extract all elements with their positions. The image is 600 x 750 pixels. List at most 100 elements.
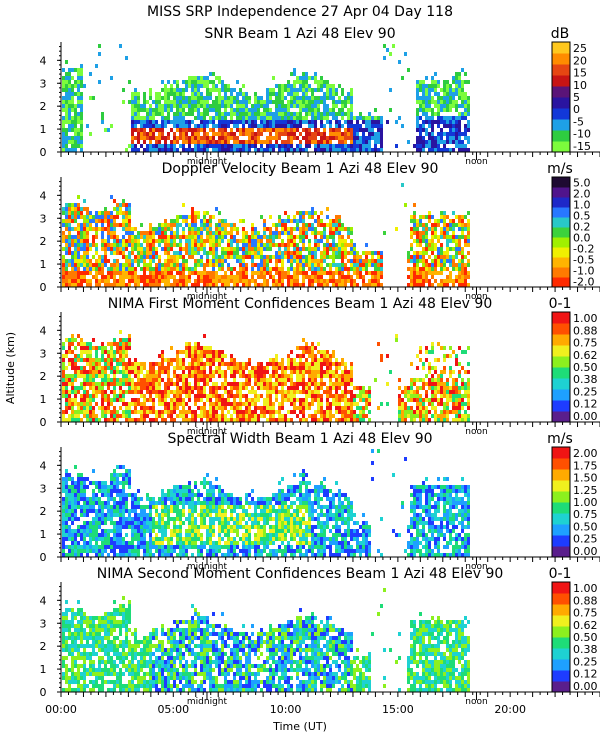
heatmap-cell (212, 140, 215, 144)
heatmap-cell (437, 100, 440, 104)
heatmap-cell (104, 247, 107, 251)
heatmap-cell (212, 406, 215, 410)
heatmap-cell (368, 120, 371, 124)
heatmap-cell (65, 386, 68, 390)
heatmap-cell (146, 124, 149, 128)
heatmap-cell (215, 275, 218, 279)
heatmap-cell (209, 358, 212, 362)
heatmap-cell (185, 84, 188, 88)
heatmap-cell (266, 239, 269, 243)
heatmap-cell (80, 346, 83, 350)
heatmap-cell (434, 100, 437, 104)
heatmap-cell (89, 382, 92, 386)
heatmap-cell (182, 390, 185, 394)
heatmap-cell (416, 219, 419, 223)
heatmap-cell (191, 283, 194, 287)
colorbar-label: 0 (573, 103, 580, 116)
heatmap-cell (83, 223, 86, 227)
heatmap-cell (224, 219, 227, 223)
heatmap-cell (71, 386, 74, 390)
heatmap-cell (428, 144, 431, 148)
heatmap-cell (464, 215, 467, 219)
heatmap-cell (257, 370, 260, 374)
heatmap-cell (365, 271, 368, 275)
heatmap-cell (224, 398, 227, 402)
heatmap-cell (71, 128, 74, 132)
heatmap-cell (101, 271, 104, 275)
heatmap-cell (422, 144, 425, 148)
heatmap-cell (128, 283, 131, 287)
heatmap-cell (71, 124, 74, 128)
heatmap-cell (308, 239, 311, 243)
heatmap-cell (320, 283, 323, 287)
heatmap-cell (206, 239, 209, 243)
heatmap-cell (356, 136, 359, 140)
heatmap-cell (329, 136, 332, 140)
heatmap-cell (248, 398, 251, 402)
heatmap-cell (332, 251, 335, 255)
heatmap-cell (449, 259, 452, 263)
heatmap-cell (65, 112, 68, 116)
heatmap-cell (374, 144, 377, 148)
heatmap-cell (179, 144, 182, 148)
heatmap-cell (149, 398, 152, 402)
heatmap-cell (218, 124, 221, 128)
heatmap-cell (314, 251, 317, 255)
heatmap-cell (374, 263, 377, 267)
heatmap-cell (83, 247, 86, 251)
heatmap-cell (68, 80, 71, 84)
heatmap-cell (110, 350, 113, 354)
heatmap-cell (155, 418, 158, 422)
heatmap-cell (323, 124, 326, 128)
heatmap-cell (215, 112, 218, 116)
heatmap-cell (431, 124, 434, 128)
heatmap-cell (314, 414, 317, 418)
heatmap-cell (425, 223, 428, 227)
heatmap-cell (233, 279, 236, 283)
heatmap-cell (320, 362, 323, 366)
heatmap-cell (239, 247, 242, 251)
heatmap-cell (116, 203, 119, 207)
heatmap-cell (182, 144, 185, 148)
heatmap-cell (62, 80, 65, 84)
heatmap-cell (266, 366, 269, 370)
heatmap-cell (230, 235, 233, 239)
heatmap-cell (461, 92, 464, 96)
heatmap-cell (260, 239, 263, 243)
heatmap-cell (329, 92, 332, 96)
heatmap-cell (185, 140, 188, 144)
heatmap-cell (65, 148, 68, 152)
heatmap-cell (230, 366, 233, 370)
heatmap-cell (323, 247, 326, 251)
heatmap-cell (356, 144, 359, 148)
heatmap-cell (368, 140, 371, 144)
heatmap-cell (206, 96, 209, 100)
heatmap-cell (68, 112, 71, 116)
heatmap-cell (188, 255, 191, 259)
heatmap-cell (83, 243, 86, 247)
heatmap-cell (185, 148, 188, 152)
heatmap-cell (65, 136, 68, 140)
heatmap-cell (239, 267, 242, 271)
heatmap-cell (284, 418, 287, 422)
heatmap-cell (230, 239, 233, 243)
heatmap-cell (77, 140, 80, 144)
heatmap-cell (203, 84, 206, 88)
heatmap-cell (254, 374, 257, 378)
heatmap-cell (455, 72, 458, 76)
heatmap-cell (380, 267, 383, 271)
heatmap-cell (182, 128, 185, 132)
heatmap-cell (419, 259, 422, 263)
heatmap-cell (275, 84, 278, 88)
heatmap-cell (317, 140, 320, 144)
heatmap-cell (140, 247, 143, 251)
heatmap-cell (335, 279, 338, 283)
heatmap-cell (272, 366, 275, 370)
heatmap-cell (317, 88, 320, 92)
heatmap-cell (152, 227, 155, 231)
heatmap-cell (173, 259, 176, 263)
heatmap-cell (374, 120, 377, 124)
heatmap-cell (455, 255, 458, 259)
heatmap-cell (245, 112, 248, 116)
heatmap-cell (302, 88, 305, 92)
